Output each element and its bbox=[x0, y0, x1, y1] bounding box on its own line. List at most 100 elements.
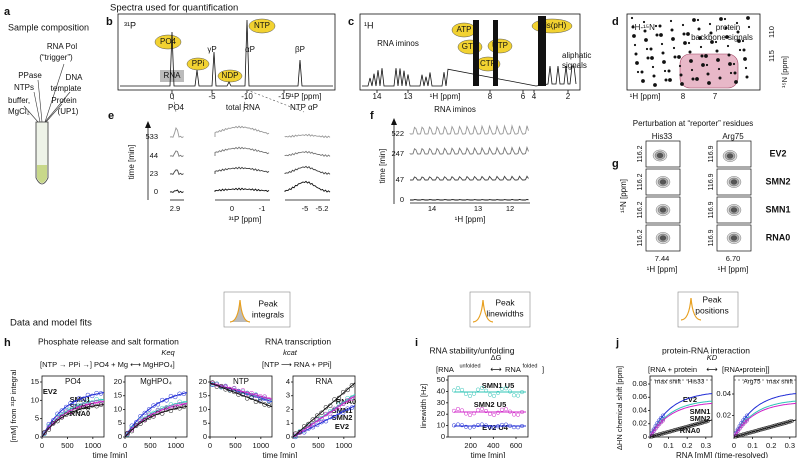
data-point bbox=[345, 395, 350, 401]
label: PO4 bbox=[160, 37, 177, 46]
trace bbox=[169, 189, 184, 194]
peak-dot bbox=[695, 77, 699, 81]
tick-label: 1000 bbox=[335, 441, 352, 450]
label: RNA bbox=[505, 365, 521, 374]
label: Protein bbox=[51, 96, 76, 105]
peak-dot bbox=[635, 61, 639, 65]
tick-label: 533 bbox=[145, 132, 158, 141]
tick-label: 5 bbox=[203, 418, 207, 427]
data-point bbox=[94, 403, 99, 409]
data-point bbox=[146, 415, 152, 420]
trace bbox=[214, 187, 270, 193]
data-point bbox=[769, 424, 774, 429]
data-point bbox=[327, 411, 333, 416]
label: linewidth [Hz] bbox=[419, 384, 428, 429]
plot-frame bbox=[292, 375, 356, 438]
data-point bbox=[735, 429, 740, 434]
data-point bbox=[168, 402, 174, 407]
label: MgHPO₄ bbox=[140, 377, 172, 386]
highlight bbox=[679, 53, 739, 89]
data-point bbox=[159, 397, 165, 403]
data-point bbox=[463, 411, 469, 416]
peak-dot bbox=[723, 17, 727, 21]
label: RNA Pol bbox=[47, 42, 77, 51]
peak-dot bbox=[699, 45, 703, 49]
data-point bbox=[129, 427, 135, 432]
peak-dot bbox=[724, 26, 728, 30]
label: ⟷ bbox=[706, 365, 718, 374]
data-point bbox=[336, 395, 342, 401]
fit-curve bbox=[124, 401, 188, 438]
data-point bbox=[46, 427, 52, 432]
data-point bbox=[168, 393, 174, 399]
data-point bbox=[467, 425, 473, 430]
data-point bbox=[340, 410, 346, 415]
label: NTP bbox=[233, 377, 249, 386]
data-point bbox=[323, 405, 329, 410]
data-point bbox=[151, 414, 156, 419]
data-point bbox=[483, 408, 489, 414]
peak-dot bbox=[744, 66, 748, 70]
data-point bbox=[59, 415, 65, 420]
label: (UP1) bbox=[58, 107, 79, 116]
label: ³¹P [ppm] bbox=[289, 92, 322, 101]
tick-label: 0 bbox=[170, 92, 175, 101]
tick-label: 0 bbox=[208, 441, 212, 450]
data-point bbox=[319, 417, 324, 422]
label: ¹H [ppm] bbox=[430, 92, 461, 101]
data-point bbox=[349, 395, 355, 400]
tick-label: 115 bbox=[767, 50, 776, 62]
data-point bbox=[94, 390, 99, 396]
fit-curve bbox=[733, 393, 797, 438]
tick-label: 0 bbox=[643, 432, 647, 441]
peak-dot bbox=[743, 57, 747, 61]
tick-label: 116.2 bbox=[637, 229, 644, 246]
label: RNA bbox=[164, 71, 182, 80]
data-point bbox=[314, 417, 320, 423]
data-point bbox=[784, 420, 789, 425]
tick-label: 0 bbox=[123, 441, 127, 450]
label: ¹H [ppm] bbox=[647, 265, 678, 274]
trace bbox=[214, 166, 270, 174]
panel-letter: a bbox=[4, 6, 11, 18]
data-point bbox=[660, 418, 666, 423]
label: linewidths bbox=[486, 308, 523, 318]
plot-frame bbox=[733, 375, 797, 438]
peak-dot bbox=[705, 63, 709, 67]
data-point bbox=[310, 417, 316, 422]
data-point bbox=[244, 396, 250, 401]
data-point bbox=[666, 429, 671, 434]
peak-dot bbox=[704, 54, 708, 58]
label: RNA0 bbox=[766, 232, 791, 242]
label: αP bbox=[245, 45, 255, 54]
tick-label: 0 bbox=[154, 187, 158, 196]
trace bbox=[410, 175, 529, 181]
tick-label: 23 bbox=[150, 169, 158, 178]
peak-dot bbox=[660, 42, 664, 46]
label: ⟷ bbox=[490, 365, 502, 374]
tick-label: 20 bbox=[114, 377, 122, 386]
data-point bbox=[240, 392, 246, 397]
panel-c-frame bbox=[359, 13, 581, 91]
label: max shift bbox=[767, 379, 793, 386]
label: PO4 bbox=[65, 377, 82, 386]
tick-label: 247 bbox=[391, 149, 404, 158]
data-point bbox=[345, 387, 350, 393]
label: folded bbox=[523, 363, 538, 369]
data-point bbox=[748, 430, 753, 435]
trace bbox=[284, 133, 331, 139]
data-point bbox=[696, 421, 701, 426]
label: [mM] from ³¹P integral bbox=[9, 369, 18, 442]
label: ¹⁵N [ppm] bbox=[780, 56, 789, 88]
label: RNA transcription bbox=[265, 336, 331, 346]
data-point bbox=[349, 405, 355, 410]
data-point bbox=[159, 411, 165, 416]
fit-curve bbox=[733, 402, 797, 438]
label: SMN1 U5 bbox=[482, 381, 515, 390]
data-point bbox=[223, 384, 228, 389]
data-point bbox=[677, 426, 682, 431]
label: positions bbox=[695, 305, 729, 315]
data-point bbox=[266, 397, 272, 402]
peak-dot bbox=[679, 73, 683, 77]
